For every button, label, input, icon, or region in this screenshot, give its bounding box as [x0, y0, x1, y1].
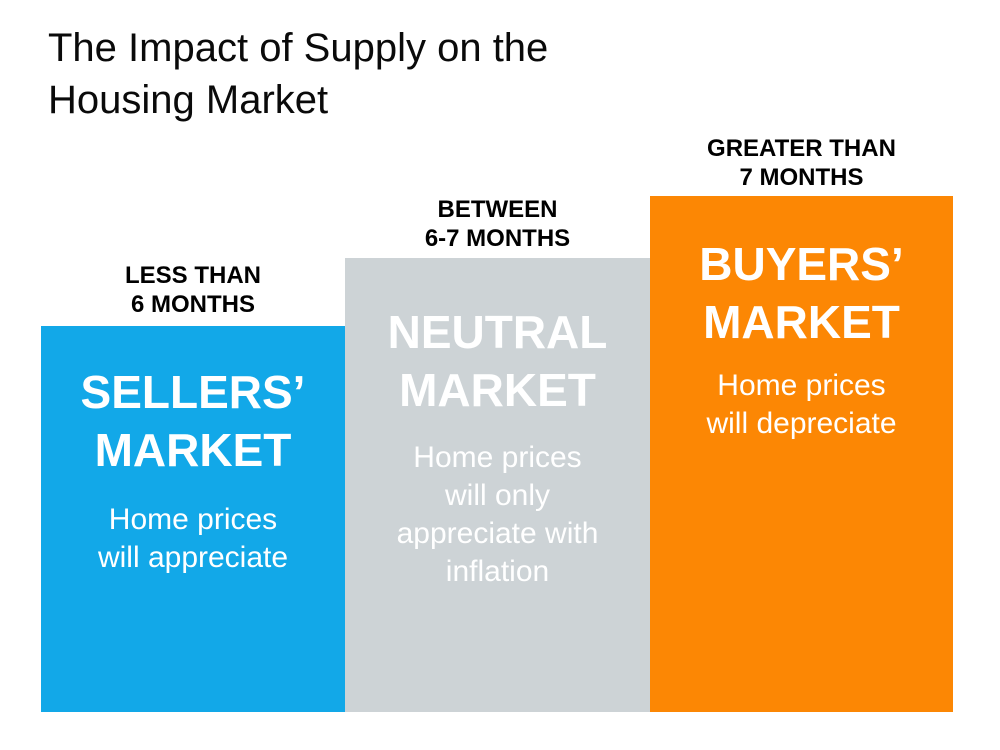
market-effect-buyers: Home prices will depreciate: [706, 369, 897, 441]
supply-range-label-buyers: GREATER THAN 7 MONTHS: [707, 135, 896, 191]
market-name-neutral: NEUTRAL MARKET: [387, 306, 608, 416]
bar-sellers-market: SELLERS’ MARKET Home prices will appreci…: [41, 326, 345, 712]
supply-range-label-neutral: BETWEEN 6-7 MONTHS: [424, 196, 571, 252]
bar-neutral-market: NEUTRAL MARKET Home prices will only app…: [345, 258, 650, 712]
bar-buyers-market: BUYERS’ MARKET Home prices will deprecia…: [650, 196, 953, 712]
market-effect-sellers: Home prices will appreciate: [97, 503, 289, 575]
market-name-buyers: BUYERS’ MARKET: [699, 238, 904, 348]
market-effect-neutral: Home prices will only appreciate with in…: [396, 441, 599, 589]
market-name-sellers: SELLERS’ MARKET: [80, 366, 306, 476]
supply-range-label-sellers: LESS THAN 6 MONTHS: [124, 262, 261, 318]
chart-title: The Impact of Supply on the Housing Mark…: [48, 26, 549, 122]
